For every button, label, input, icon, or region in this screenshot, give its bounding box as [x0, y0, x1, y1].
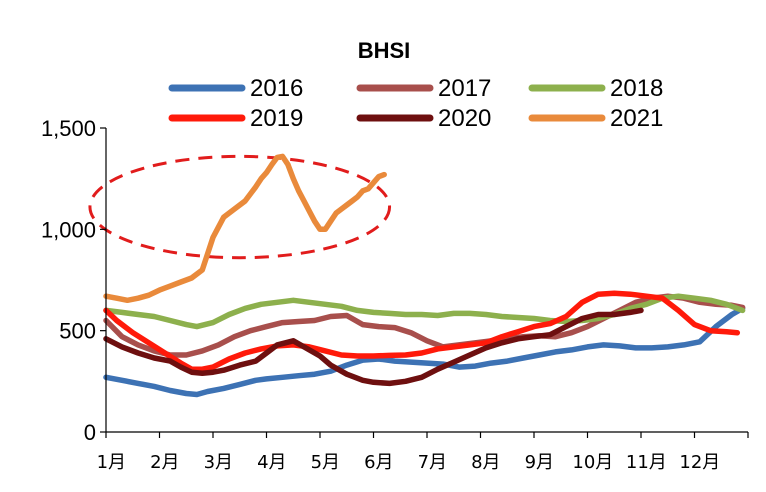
legend-label-2017: 2017	[438, 75, 491, 102]
series-line-2020	[103, 307, 644, 387]
chart-title: BHSI	[358, 38, 411, 63]
legend: 2016 2017 2018 2019 2020 2021	[168, 75, 663, 132]
x-tick-label: 6月	[364, 452, 393, 473]
highlight-dashed-ellipse	[88, 154, 392, 260]
x-tick-label: 8月	[471, 452, 500, 473]
x-tick-label: 10月	[572, 452, 613, 473]
legend-label-2021: 2021	[610, 105, 663, 132]
y-tick-label: 0	[84, 420, 96, 445]
annotation-layer	[88, 154, 392, 260]
series-line-2019	[103, 290, 741, 372]
x-tick-label: 4月	[257, 452, 286, 473]
x-tick-label: 5月	[311, 452, 340, 473]
x-tick-label: 2月	[150, 452, 179, 473]
x-tick-label: 1月	[97, 452, 126, 473]
series-line-2018	[103, 293, 746, 330]
legend-label-2020: 2020	[438, 105, 491, 132]
legend-label-2018: 2018	[610, 75, 663, 102]
y-tick-label: 1,500	[41, 116, 96, 141]
series-line-2021	[103, 153, 387, 304]
legend-label-2016: 2016	[250, 75, 303, 102]
y-tick-label: 500	[59, 319, 96, 344]
series-line-2017	[103, 293, 746, 358]
x-tick-label: 9月	[525, 452, 554, 473]
axes: 0 500 1,000 1,500 1月 2月 3月 4月 5月 6月 7月 8月 9月 10月 11月 12…	[41, 116, 749, 473]
x-tick-label: 12月	[679, 452, 720, 473]
y-tick-label: 1,000	[41, 217, 96, 242]
series-line-2016	[103, 305, 746, 398]
x-tick-label: 11月	[626, 452, 667, 473]
x-tick-label: 7月	[418, 452, 447, 473]
series-layer	[103, 153, 746, 398]
legend-label-2019: 2019	[250, 105, 303, 132]
x-tick-label: 3月	[204, 452, 233, 473]
